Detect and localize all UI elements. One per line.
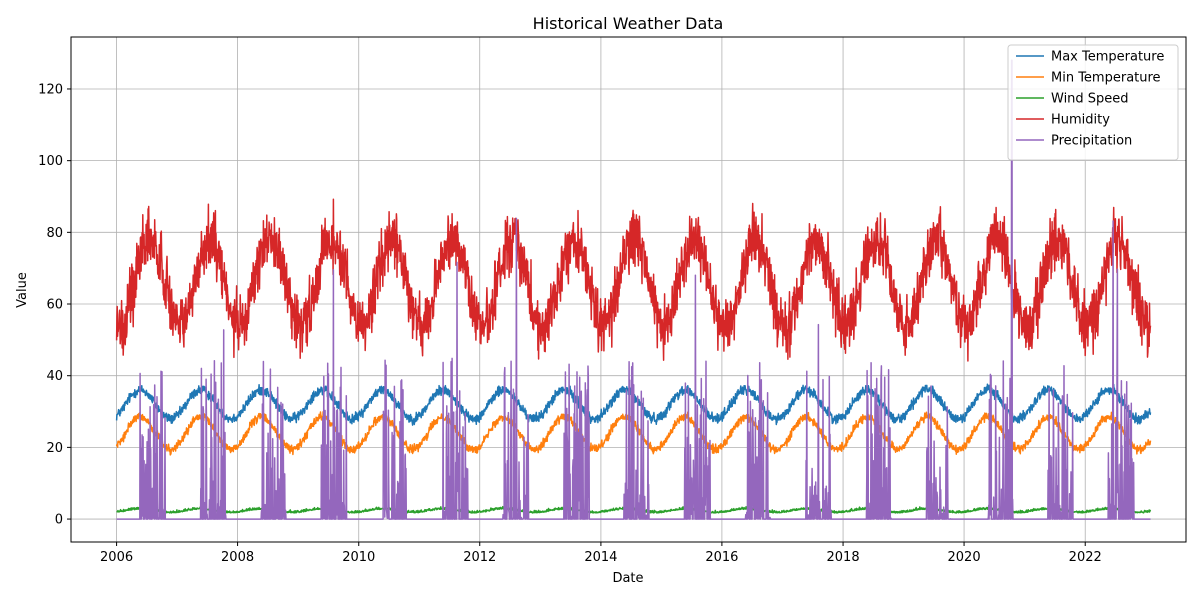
x-axis-label: Date	[612, 571, 643, 586]
legend-label: Precipitation	[1051, 134, 1132, 149]
series-line-precipitation	[116, 59, 1151, 520]
x-tick-label: 2020	[948, 550, 981, 565]
y-axis-label: Value	[15, 272, 30, 308]
y-tick-label: 100	[38, 154, 63, 169]
x-tick-label: 2016	[705, 550, 738, 565]
axis-ticks: 2006 2008 2010 2012 2014 2016 2018 2020 2022 0 20 4…	[38, 82, 1102, 565]
chart-title: Historical Weather Data	[533, 14, 724, 33]
legend: Max Temperature Min Temperature Wind Speed…	[1007, 44, 1179, 161]
legend-box	[1007, 44, 1179, 161]
y-tick-label: 80	[46, 226, 63, 241]
x-tick-label: 2010	[342, 550, 375, 565]
legend-label: Min Temperature	[1051, 71, 1161, 86]
legend-label: Max Temperature	[1051, 50, 1164, 65]
legend-label: Humidity	[1051, 113, 1110, 128]
x-tick-label: 2012	[463, 550, 496, 565]
y-tick-label: 0	[55, 513, 63, 528]
x-tick-label: 2022	[1069, 550, 1102, 565]
series-line-humidity	[115, 198, 1152, 362]
y-tick-label: 120	[38, 82, 63, 97]
series-lines	[115, 59, 1152, 520]
x-tick-label: 2006	[100, 550, 133, 565]
plot-frame	[70, 36, 1187, 543]
x-tick-label: 2008	[221, 550, 254, 565]
y-tick-label: 20	[46, 441, 63, 456]
x-tick-label: 2014	[584, 550, 617, 565]
y-tick-label: 60	[46, 298, 63, 313]
legend-label: Wind Speed	[1051, 92, 1129, 107]
y-tick-label: 40	[46, 369, 63, 384]
x-tick-label: 2018	[827, 550, 860, 565]
